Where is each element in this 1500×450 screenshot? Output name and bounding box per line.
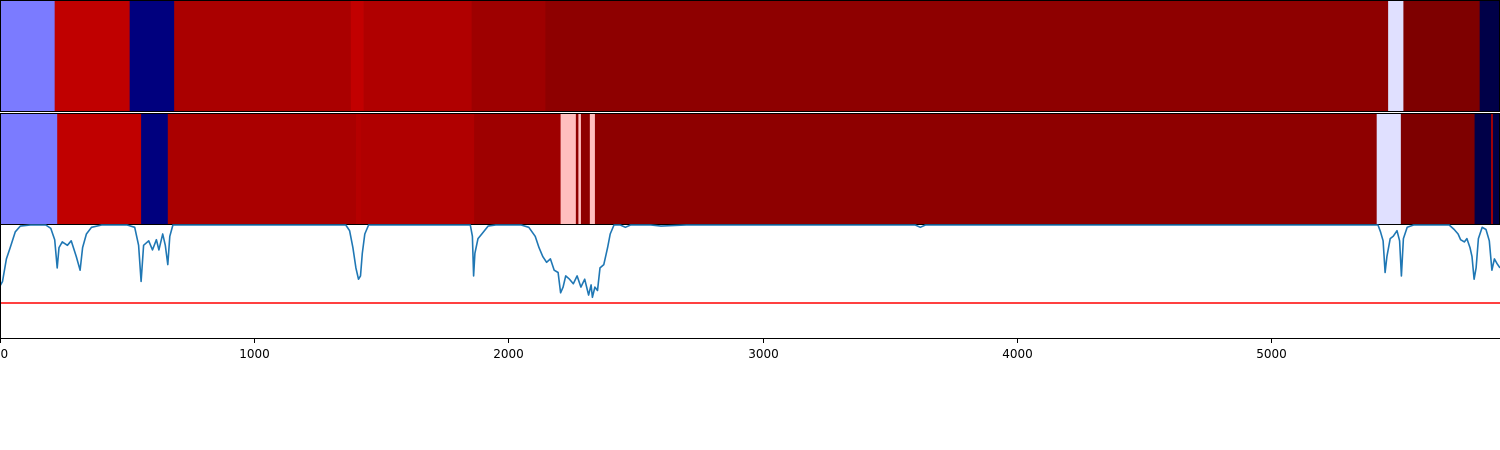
track-2-segment-9 xyxy=(575,114,579,224)
track-2-segment-18 xyxy=(1492,114,1500,224)
track-2-segment-6 xyxy=(361,114,475,224)
line-panel xyxy=(0,224,1500,339)
heatmap-track-1 xyxy=(0,1,1500,111)
x-tick-label-2: 2000 xyxy=(493,347,524,361)
track-1-segment-5 xyxy=(350,1,364,111)
x-tick-label-1: 1000 xyxy=(239,347,270,361)
track-2-segment-10 xyxy=(578,114,582,224)
track-1-segment-9 xyxy=(1388,1,1404,111)
track-2-segment-4 xyxy=(167,114,357,224)
track-2-segment-15 xyxy=(1400,114,1475,224)
track-2-segment-7 xyxy=(474,114,561,224)
x-tick-label-4: 4000 xyxy=(1002,347,1033,361)
track-2-segment-3 xyxy=(141,114,169,224)
track-1-segment-8 xyxy=(545,1,1389,111)
heatmap-track-2 xyxy=(0,114,1500,224)
score-line xyxy=(0,224,1500,299)
track-1-segment-4 xyxy=(174,1,352,111)
x-tick-label-3: 3000 xyxy=(748,347,779,361)
x-tick-label-0: 0 xyxy=(1,347,9,361)
track-1-segment-10 xyxy=(1403,1,1481,111)
track-2-segment-1 xyxy=(0,114,58,224)
track-2-segment-12 xyxy=(589,114,596,224)
track-1-segment-1 xyxy=(0,1,56,111)
track-2-segment-2 xyxy=(57,114,142,224)
track-2-segment-5 xyxy=(355,114,362,224)
track-2-segment-14 xyxy=(1376,114,1402,224)
track-1-segment-7 xyxy=(471,1,546,111)
track-1-segment-3 xyxy=(129,1,175,111)
track-2-segment-11 xyxy=(580,114,591,224)
track-1-segment-6 xyxy=(363,1,473,111)
x-axis: 0 1000 2000 3000 4000 5000 xyxy=(0,338,1287,361)
track-2-segment-17 xyxy=(1491,114,1494,224)
track-1-segment-2 xyxy=(54,1,131,111)
track-1-segment-11 xyxy=(1479,1,1500,111)
track-2-segment-8 xyxy=(560,114,577,224)
x-tick-label-5: 5000 xyxy=(1256,347,1287,361)
track-2-segment-16 xyxy=(1474,114,1492,224)
track-2-segment-13 xyxy=(594,114,1378,224)
